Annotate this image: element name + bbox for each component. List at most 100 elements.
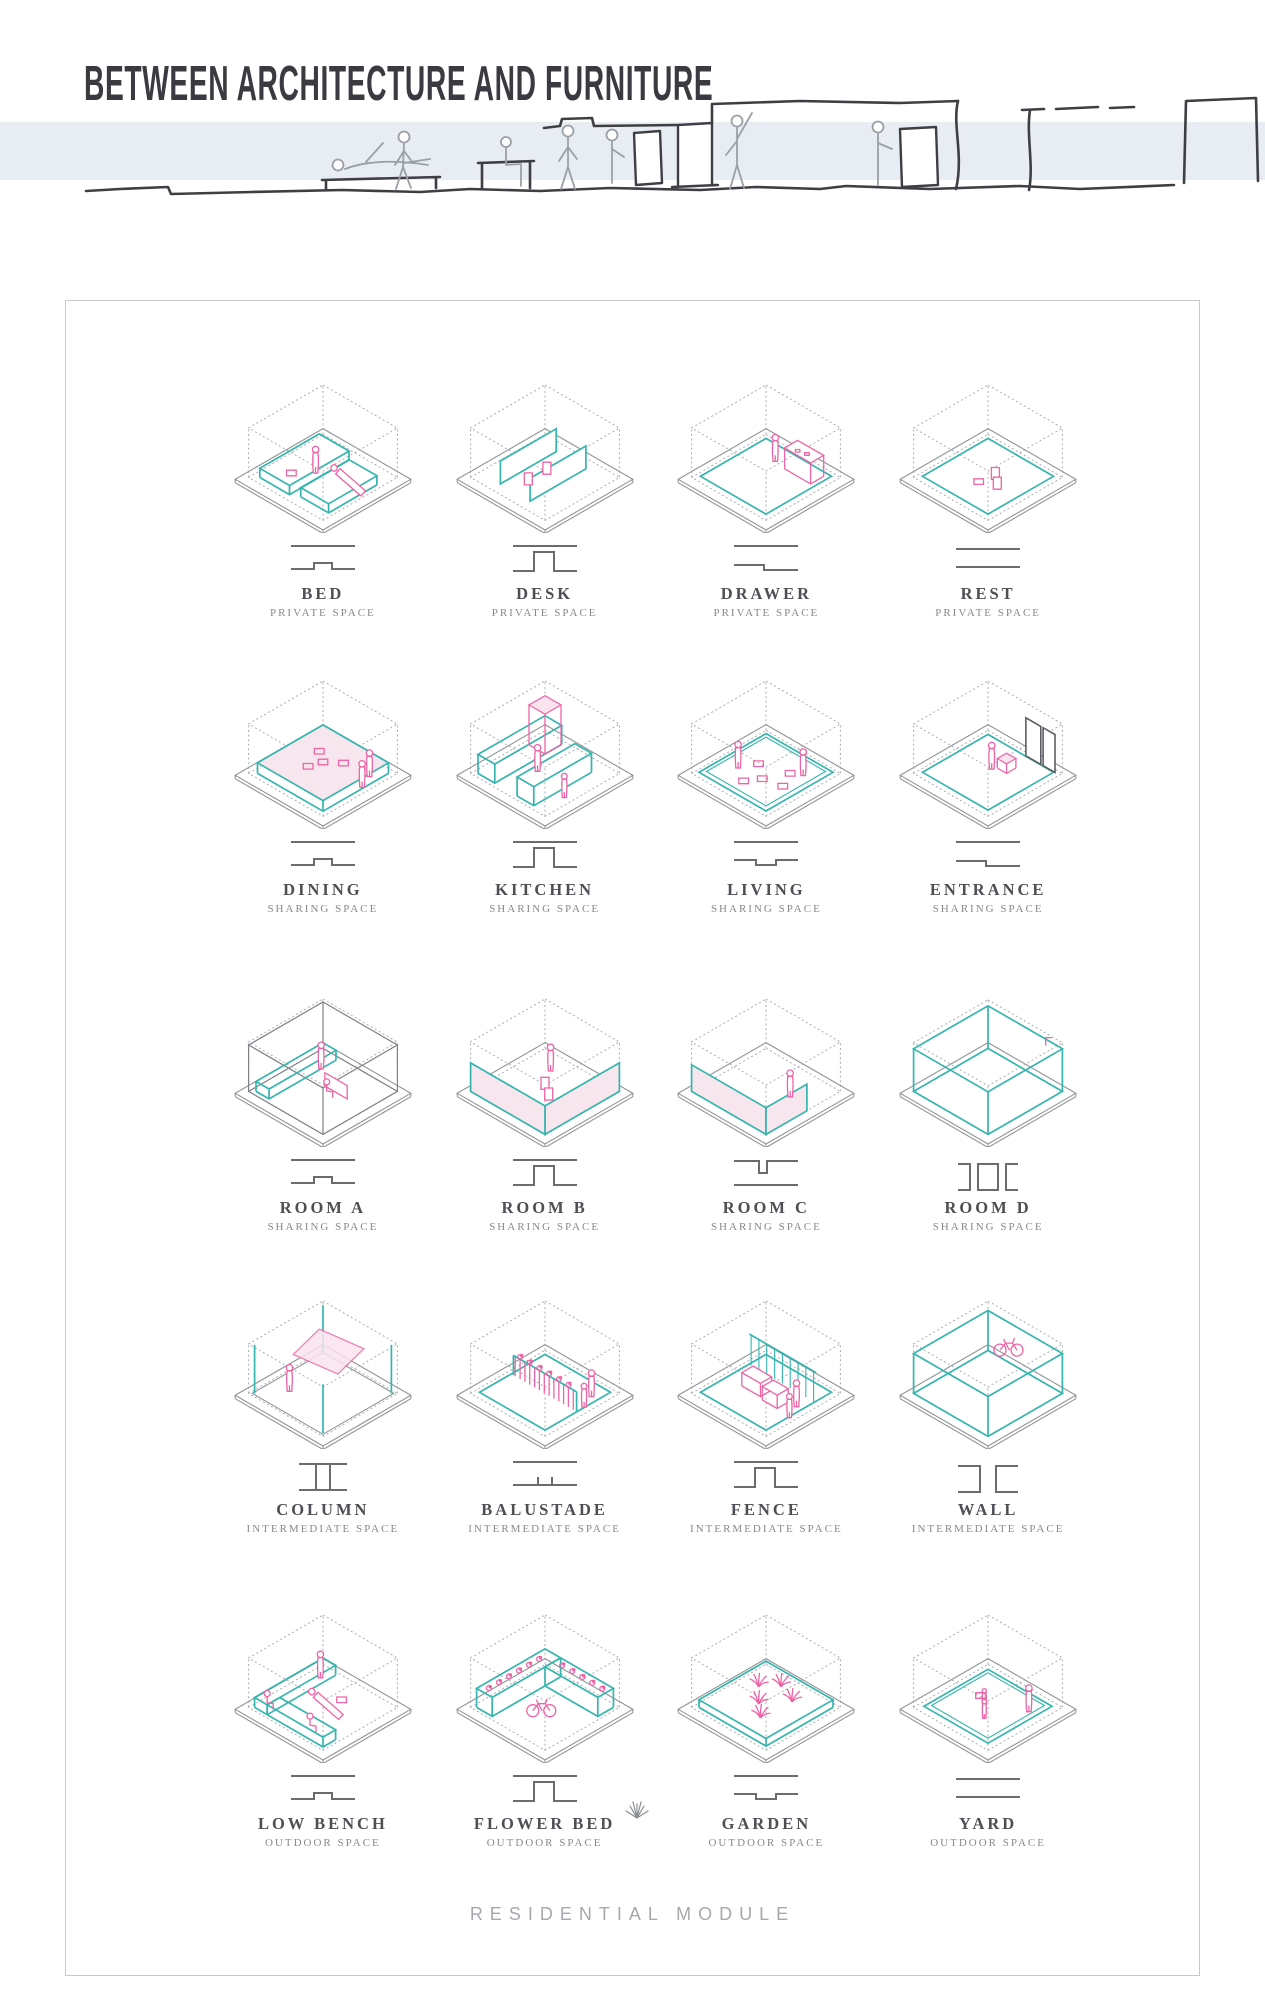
module-drawing (677, 998, 856, 1147)
module-space-type: SHARING SPACE (710, 903, 822, 915)
module-space-type: OUTDOOR SPACE (264, 1837, 381, 1849)
module-drawing (677, 1614, 856, 1763)
module-drawing (899, 680, 1078, 829)
module-space-type: PRIVATE SPACE (491, 607, 598, 619)
module-space-type: SHARING SPACE (489, 903, 601, 915)
ground-line (84, 183, 1176, 196)
module-cell-roomb: ROOM B SHARING SPACE (434, 915, 656, 1233)
module-cell-roomd: ROOM D SHARING SPACE (877, 915, 1099, 1233)
module-space-type: OUTDOOR SPACE (708, 1837, 825, 1849)
module-space-type: PRIVATE SPACE (713, 607, 820, 619)
partition-board (632, 129, 664, 187)
module-cell-balustade: BALUSTADE INTERMEDIATE SPACE (434, 1233, 656, 1535)
section-profile-icon (290, 1159, 355, 1184)
module-cell-garden: GARDEN OUTDOOR SPACE (656, 1535, 878, 1849)
module-name: ROOM B (501, 1198, 588, 1217)
section-profile-icon (956, 548, 1021, 568)
module-name: WALL (957, 1500, 1019, 1519)
module-space-type: INTERMEDIATE SPACE (468, 1523, 621, 1535)
module-cell-kitchen: KITCHEN SHARING SPACE (434, 619, 656, 915)
module-cell-fence: FENCE INTERMEDIATE SPACE (656, 1233, 878, 1535)
module-name: COLUMN (276, 1500, 370, 1519)
section-profile-icon (958, 1163, 1019, 1191)
page-title: BETWEEN ARCHITECTURE AND FURNITURE (84, 55, 714, 111)
module-cell-lowbench: LOW BENCH OUTDOOR SPACE (212, 1535, 434, 1849)
module-cell-dining: DINING SHARING SPACE (212, 619, 434, 915)
module-space-type: SHARING SPACE (710, 1221, 822, 1233)
module-space-type: INTERMEDIATE SPACE (911, 1523, 1065, 1535)
section-profile-icon (512, 1159, 577, 1186)
section-profile-icon (512, 545, 577, 572)
module-drawing (233, 384, 412, 533)
bed-frame (320, 175, 442, 192)
section-profile-icon (734, 1160, 799, 1186)
section-profile-icon (734, 545, 799, 571)
footer-caption: RESIDENTIAL MODULE (469, 1904, 796, 1924)
module-name: LOW BENCH (257, 1814, 388, 1833)
module-name: ENTRANCE (929, 880, 1047, 899)
module-drawing (899, 384, 1078, 533)
module-drawing (233, 1300, 412, 1449)
header-band (0, 122, 1265, 180)
module-name: DESK (516, 584, 574, 603)
module-name: BED (301, 584, 345, 603)
module-drawing (677, 680, 856, 829)
section-profile-icon (290, 545, 355, 570)
module-drawing (455, 1300, 634, 1449)
module-drawing (233, 998, 412, 1147)
section-sketch (84, 96, 1260, 196)
module-cell-flowerbed: FLOWER BED OUTDOOR SPACE (434, 1535, 656, 1849)
module-grid: BED PRIVATE SPACE DESK PRIVATE SPACE DRAWER P… (66, 301, 1199, 1849)
module-name: ROOM D (944, 1198, 1032, 1217)
section-profile-icon (734, 1461, 799, 1488)
section-profile-icon (958, 1465, 1019, 1493)
module-cell-rooma: ROOM A SHARING SPACE (212, 915, 434, 1233)
ceiling-left (542, 116, 680, 130)
module-drawing (233, 680, 412, 829)
section-profile-icon (512, 1461, 577, 1486)
right-box (1182, 96, 1260, 185)
module-space-type: SHARING SPACE (267, 903, 379, 915)
module-drawing (677, 1300, 856, 1449)
section-profile-icon (298, 1463, 347, 1491)
module-name: YARD (959, 1814, 1018, 1833)
section-profile-icon (956, 1778, 1021, 1798)
module-drawing (233, 1614, 412, 1763)
module-cell-wall: WALL INTERMEDIATE SPACE (877, 1233, 1099, 1535)
module-cell-bed: BED PRIVATE SPACE (212, 317, 434, 619)
module-cell-drawer: DRAWER PRIVATE SPACE (656, 317, 878, 619)
pier (670, 121, 720, 189)
module-drawing (899, 999, 1078, 1147)
module-space-type: INTERMEDIATE SPACE (690, 1523, 843, 1535)
module-name: ROOM C (722, 1198, 810, 1217)
module-cell-entrance: ENTRANCE SHARING SPACE (877, 619, 1099, 915)
module-name: KITCHEN (495, 880, 595, 899)
module-space-type: SHARING SPACE (932, 903, 1044, 915)
module-cell-living: LIVING SHARING SPACE (656, 619, 878, 915)
module-space-type: PRIVATE SPACE (269, 607, 376, 619)
module-cell-roomc: ROOM C SHARING SPACE (656, 915, 878, 1233)
module-drawing (455, 1614, 634, 1763)
module-name: BALUSTADE (481, 1500, 608, 1519)
module-name: DRAWER (720, 584, 813, 603)
module-space-type: PRIVATE SPACE (935, 607, 1042, 619)
module-name: GARDEN (721, 1814, 812, 1833)
module-space-type: INTERMEDIATE SPACE (246, 1523, 400, 1535)
module-drawing (899, 1614, 1078, 1763)
module-space-type: SHARING SPACE (932, 1221, 1044, 1233)
module-drawing (455, 998, 634, 1147)
module-drawing (455, 680, 634, 829)
module-space-type: OUTDOOR SPACE (486, 1837, 603, 1849)
section-profile-icon (734, 841, 799, 866)
section-profile-icon (290, 841, 355, 866)
module-name: REST (960, 584, 1016, 603)
section-profile-icon (956, 841, 1021, 867)
module-name: DINING (283, 880, 363, 899)
module-name: FLOWER BED (473, 1814, 616, 1833)
section-profile-icon (734, 1775, 799, 1800)
module-cell-desk: DESK PRIVATE SPACE (434, 317, 656, 619)
module-cell-rest: REST PRIVATE SPACE (877, 317, 1099, 619)
module-cell-column: COLUMN INTERMEDIATE SPACE (212, 1233, 434, 1535)
module-drawing (899, 1300, 1078, 1449)
